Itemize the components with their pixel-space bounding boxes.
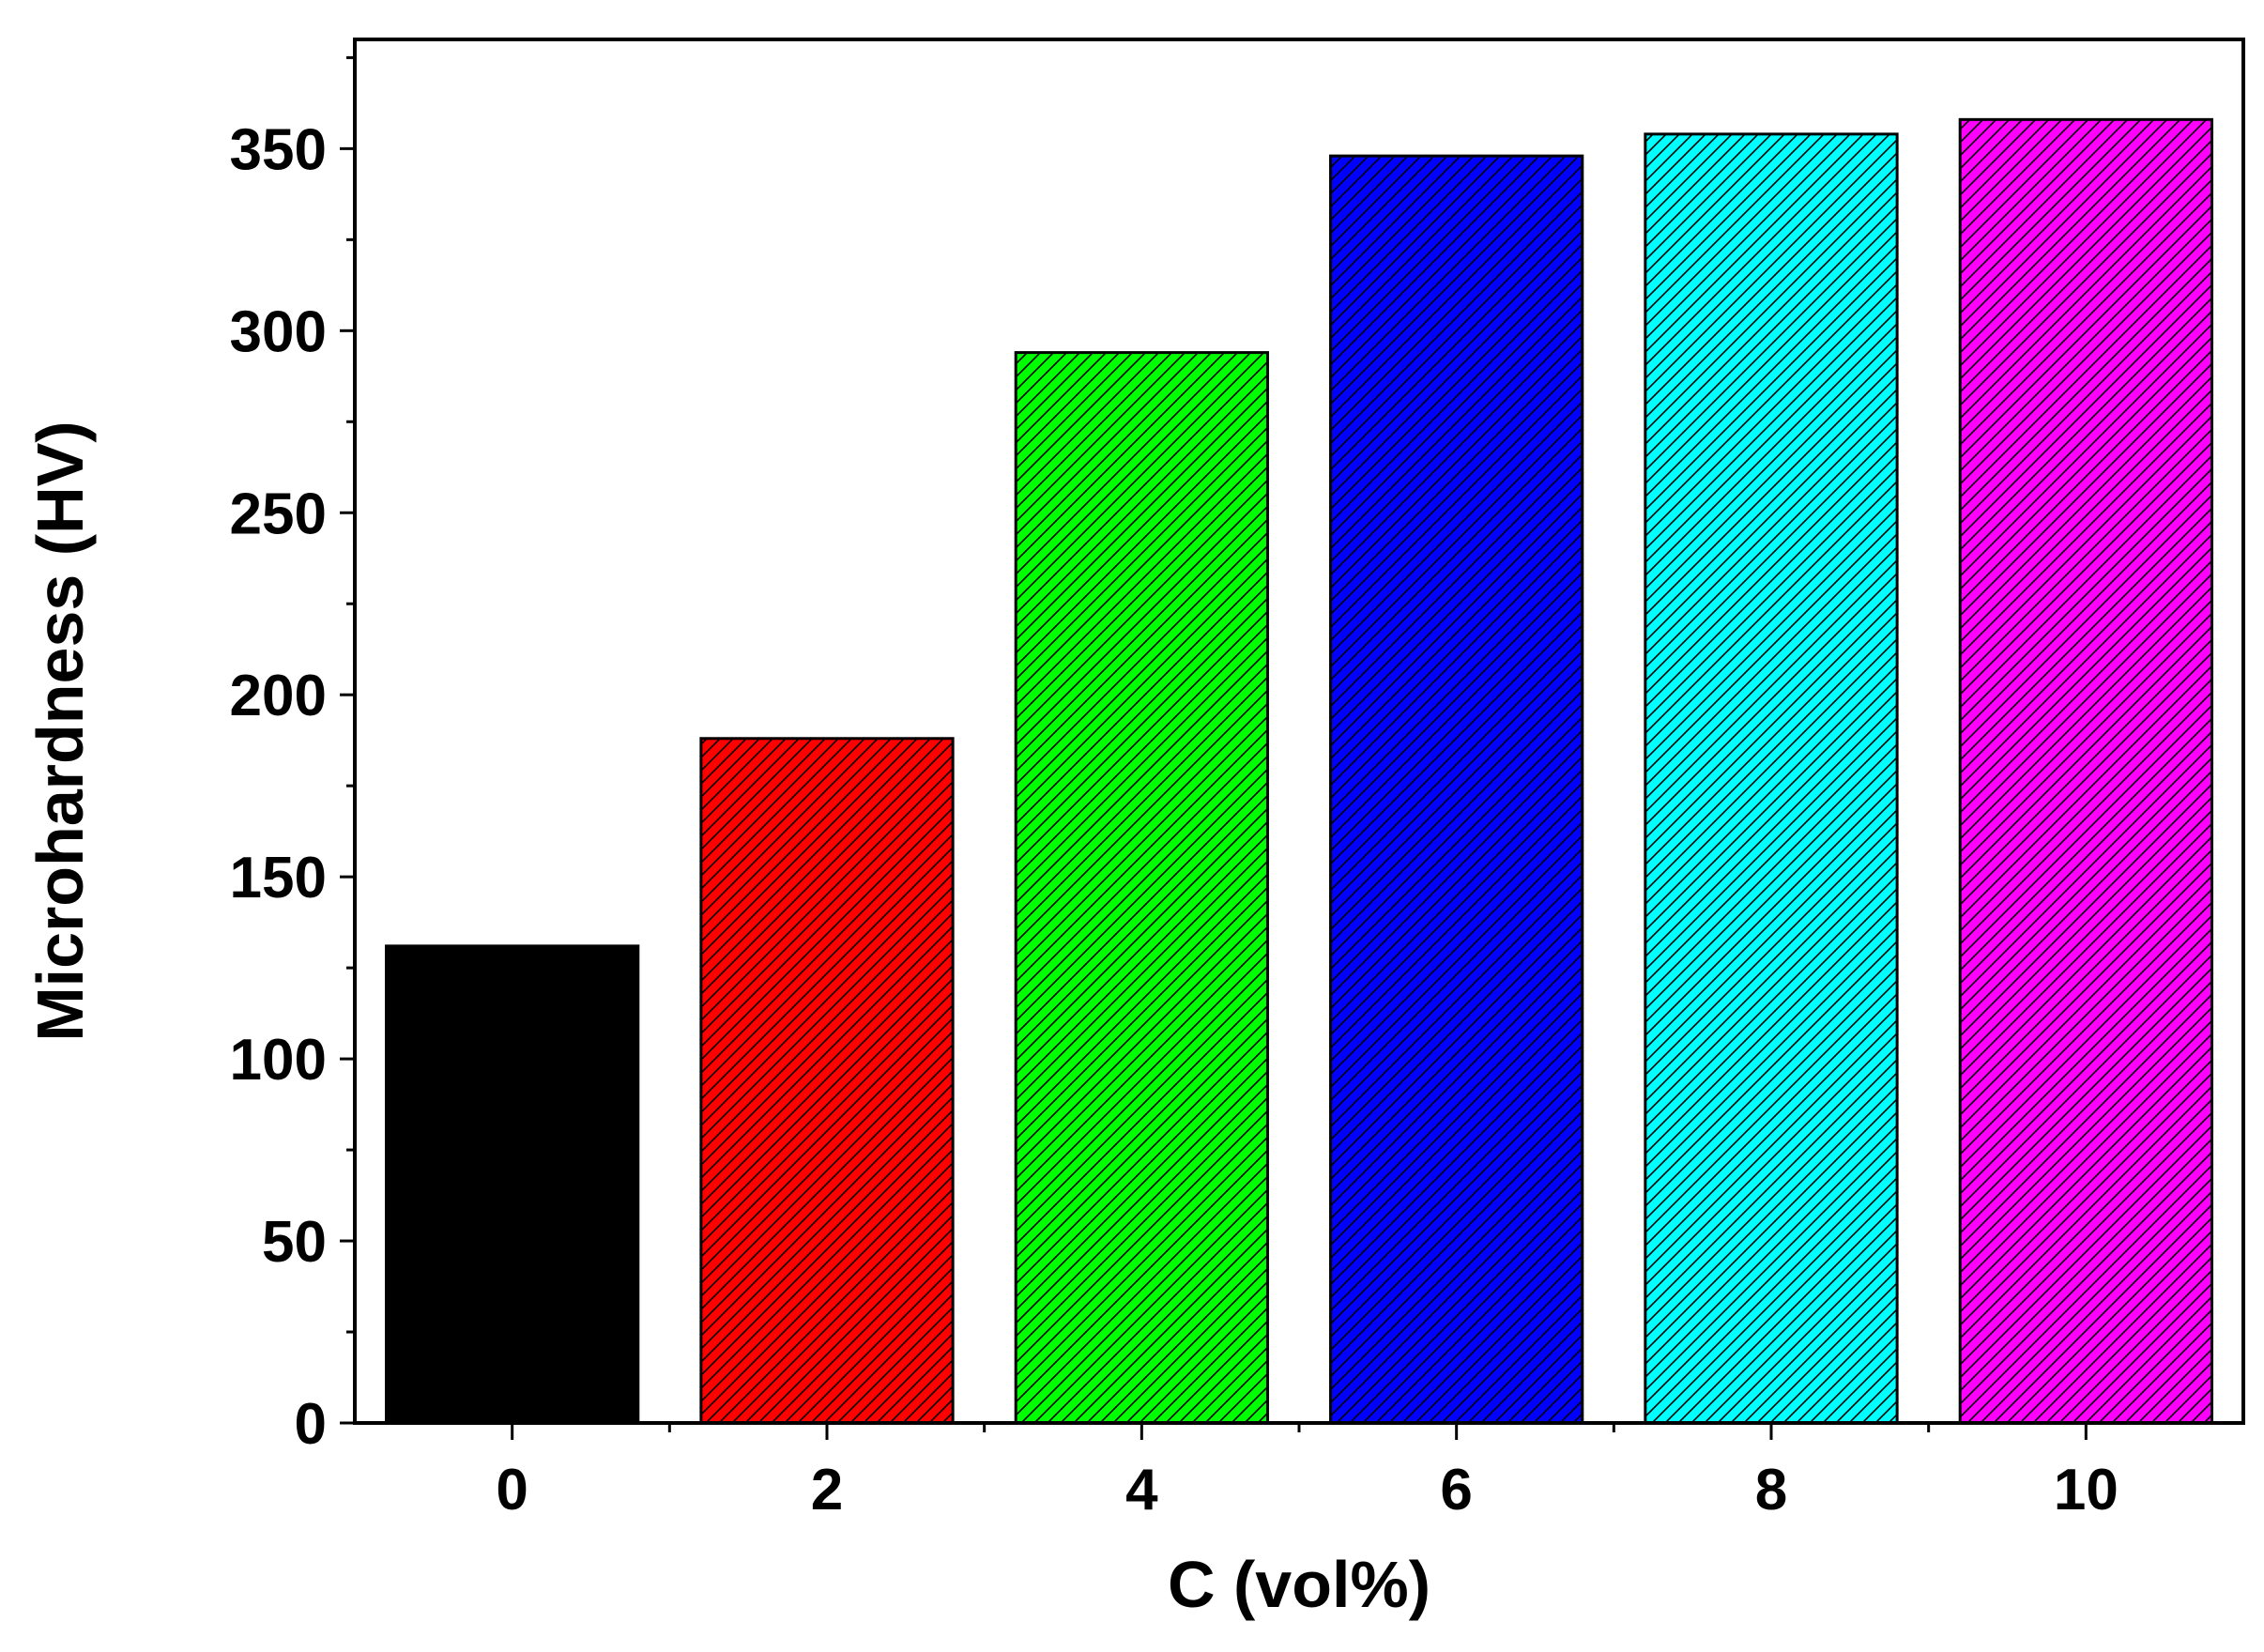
y-tick-label: 350 xyxy=(230,117,327,182)
x-tick-label: 0 xyxy=(496,1458,528,1522)
x-axis-title: C (vol%) xyxy=(1168,1548,1430,1621)
bar-2 xyxy=(699,737,955,1425)
x-tick-label: 2 xyxy=(811,1458,843,1522)
y-tick-label: 100 xyxy=(230,1028,327,1093)
y-tick-label: 0 xyxy=(295,1392,327,1457)
y-tick-label: 250 xyxy=(230,482,327,546)
bar-8 xyxy=(1644,132,1899,1425)
bars-layer xyxy=(385,117,2213,1425)
bar-0 xyxy=(385,944,640,1425)
bar-4 xyxy=(1014,351,1269,1425)
y-tick-label: 150 xyxy=(230,846,327,910)
x-axis: 0 2 4 6 8 10 xyxy=(496,1423,2119,1522)
bar-6 xyxy=(1329,154,1584,1425)
y-tick-label: 200 xyxy=(230,664,327,728)
bar-10 xyxy=(1958,117,2213,1425)
y-axis-title: Microhardness (HV) xyxy=(23,421,97,1041)
y-tick-label: 50 xyxy=(262,1210,327,1275)
y-axis: 0 50 100 150 200 250 300 350 xyxy=(230,55,355,1457)
x-tick-label: 8 xyxy=(1755,1458,1787,1522)
x-tick-label: 6 xyxy=(1440,1458,1472,1522)
y-tick-label: 300 xyxy=(230,299,327,364)
x-tick-label: 4 xyxy=(1125,1458,1158,1522)
x-tick-label: 10 xyxy=(2054,1458,2119,1522)
